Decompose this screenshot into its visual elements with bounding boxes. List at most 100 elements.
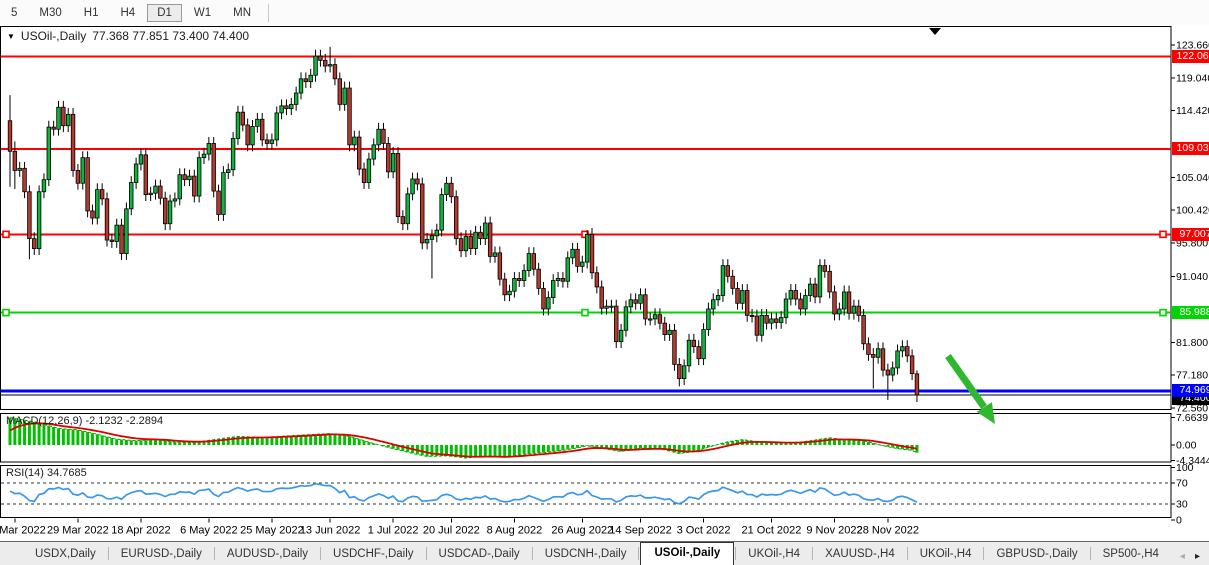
tab-separator <box>213 547 215 560</box>
price-axis-tick-label: 91.040 <box>1176 271 1208 283</box>
candle-body <box>725 265 730 277</box>
candle-body <box>230 138 236 171</box>
candle-body <box>856 305 861 316</box>
tab-usdcnh-daily[interactable]: USDCNH-,Daily <box>544 548 627 560</box>
candle-body <box>289 103 294 110</box>
candle-body <box>420 183 425 244</box>
candle-body <box>900 346 905 352</box>
price-line-label: 85.988 <box>1172 306 1209 320</box>
candle-body <box>866 343 871 355</box>
tab-usdcad-daily[interactable]: USDCAD-,Daily <box>438 548 520 560</box>
price-axis-tick-label: 77.180 <box>1176 370 1208 382</box>
candle-body <box>720 265 726 296</box>
timeframe-button-w1[interactable]: W1 <box>193 6 212 19</box>
candle-body <box>565 257 570 282</box>
candle-body <box>381 128 386 144</box>
timeframe-button-h1[interactable]: H1 <box>83 6 99 19</box>
candle-body <box>313 55 318 76</box>
tab-eurusd-daily[interactable]: EURUSD-,Daily <box>120 548 202 560</box>
candle-body <box>599 286 604 309</box>
candle-body <box>657 314 663 324</box>
candle-body <box>861 314 866 345</box>
collapse-icon[interactable]: ▼ <box>7 31 15 41</box>
candle-body <box>745 290 750 316</box>
candle-body <box>580 261 585 267</box>
candle-body <box>192 175 197 197</box>
candle-body <box>51 126 56 130</box>
down-arrow-annotation[interactable] <box>945 353 987 410</box>
candle-body <box>424 238 430 244</box>
tab-audusd-daily[interactable]: AUDUSD-,Daily <box>226 548 309 560</box>
candle-body <box>119 224 124 254</box>
candle-body <box>318 55 323 61</box>
candle-body <box>177 174 182 200</box>
candle-body <box>803 295 808 310</box>
chart-canvas[interactable]: 123.660119.040114.420105.040100.42095.80… <box>0 26 1209 541</box>
candle-body <box>517 278 522 281</box>
tab-gbpusd-daily[interactable]: GBPUSD-,Daily <box>996 548 1078 560</box>
tab-usoil-daily[interactable]: USOil-,Daily <box>640 542 735 565</box>
tab-scroll-left-icon[interactable]: ◂ <box>1179 551 1185 562</box>
date-axis-label: 3 Oct 2022 <box>677 525 731 537</box>
candle-body <box>487 222 493 257</box>
price-line-label: 74.969 <box>1172 384 1209 398</box>
candle-body <box>36 191 42 249</box>
candle-body <box>696 346 701 360</box>
candle-body <box>672 329 677 365</box>
line-handle[interactable] <box>2 308 10 317</box>
candle-body <box>80 157 85 184</box>
timeframe-button-m30[interactable]: M30 <box>39 6 62 19</box>
candle-body <box>415 178 420 185</box>
candle-body <box>638 294 643 304</box>
candle-body <box>711 299 716 310</box>
tab-separator <box>812 547 814 560</box>
tab-scroll-right-icon[interactable]: ▸ <box>1194 551 1200 562</box>
tab-usdx-daily[interactable]: USDX,Daily <box>35 548 96 560</box>
timeframe-button-5[interactable]: 5 <box>11 6 18 19</box>
price-axis-tick-label: 119.040 <box>1176 72 1209 84</box>
candle-body <box>41 179 47 193</box>
price-axis-tick-label: 81.800 <box>1176 337 1208 349</box>
candle-body <box>366 158 372 183</box>
tab-ukoil-h4[interactable]: UKOil-,H4 <box>919 548 972 560</box>
timeframe-button-mn[interactable]: MN <box>233 6 252 19</box>
rsi-axis-label: 0 <box>1176 514 1182 526</box>
tab-ukoil-h4[interactable]: UKOil-,H4 <box>748 548 801 560</box>
candle-body <box>648 318 653 321</box>
date-axis-label: 28 Nov 2022 <box>857 525 919 537</box>
candle-body <box>512 278 517 292</box>
date-axis-label: 26 Aug 2022 <box>551 525 613 537</box>
candle-body <box>405 193 410 225</box>
candle-body <box>909 355 915 375</box>
candle-body <box>837 308 842 315</box>
candle-body <box>875 348 881 358</box>
candle-body <box>609 305 614 308</box>
candle-body <box>124 208 129 254</box>
candle-body <box>255 118 260 127</box>
toolbar-separator <box>268 3 270 22</box>
candle-body <box>434 229 439 237</box>
timeframe-button-d1[interactable]: D1 <box>147 3 182 22</box>
date-axis-label: 8 Aug 2022 <box>487 525 543 537</box>
candle-body <box>735 287 740 304</box>
tab-sp500-h4[interactable]: SP500-,H4 <box>1102 548 1159 560</box>
timeframe-button-h4[interactable]: H4 <box>120 6 136 19</box>
candle-body <box>221 172 226 215</box>
candle-body <box>75 170 81 184</box>
line-handle[interactable] <box>1159 230 1167 239</box>
candle-body <box>764 314 769 324</box>
line-handle[interactable] <box>1159 308 1167 317</box>
candle-body <box>478 231 483 240</box>
candle-body <box>376 128 381 146</box>
tab-xauusd-h4[interactable]: XAUUSD-,H4 <box>825 548 895 560</box>
line-handle[interactable] <box>2 230 10 239</box>
candle-body <box>167 200 173 225</box>
date-axis-label: 1 Jul 2022 <box>368 525 419 537</box>
candle-body <box>880 348 886 371</box>
candle-body <box>851 305 857 314</box>
candle-body <box>458 238 464 252</box>
tab-scroll-arrows: ◂ ▸ <box>1180 551 1200 562</box>
line-handle[interactable] <box>581 308 589 317</box>
tab-usdchf-daily[interactable]: USDCHF-,Daily <box>333 548 414 560</box>
candle-body <box>560 278 566 282</box>
